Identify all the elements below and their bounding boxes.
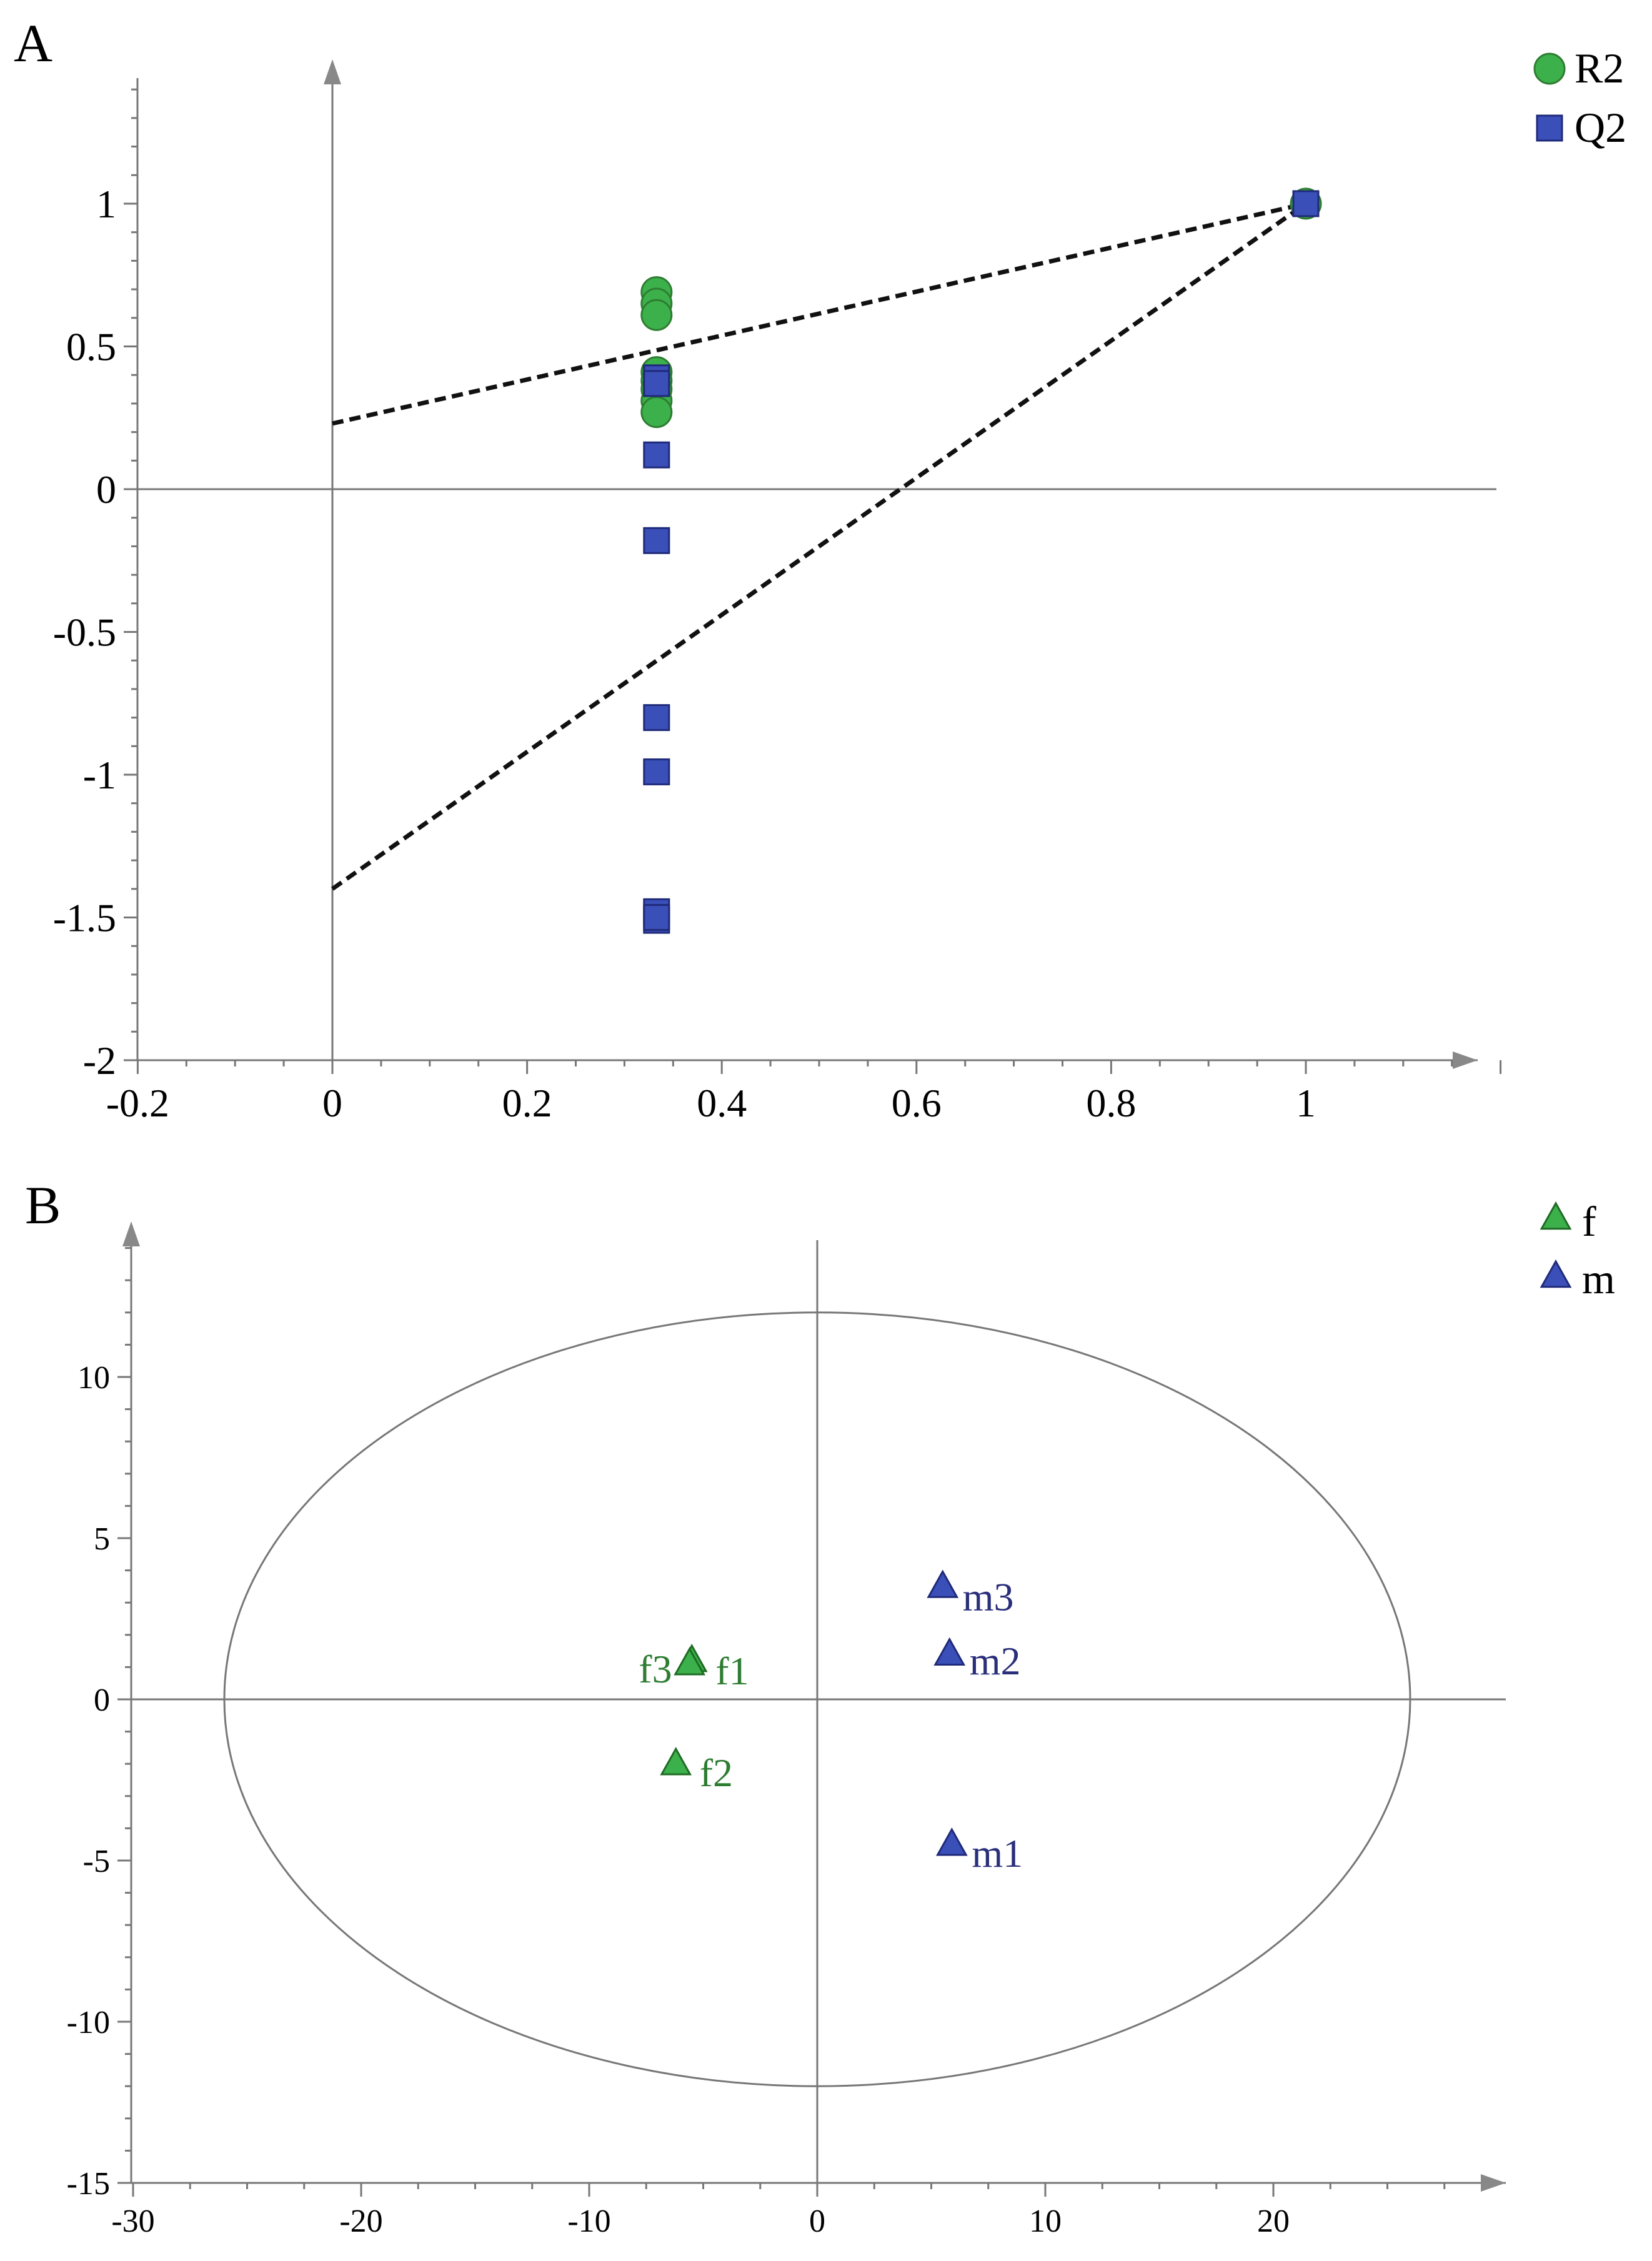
chart-b: -15 -10 -5 0 5 10 -30 -20 -10 0 10 20 f1 f3 f2 m3 m2 m1 fm [67, 1198, 1615, 2239]
y-tick-label-b: -5 [83, 1844, 110, 1879]
legend-label-f: f [1582, 1198, 1596, 1245]
q2-point [643, 758, 670, 785]
y-tick-label-b: -15 [67, 2166, 110, 2202]
chart-a: -2 -1.5 -1 -0.5 0 0.5 1 -0.2 0 0.2 0.4 0.6 0.8 1 R2 Q2 [53, 44, 1626, 1125]
regression-line-a [332, 201, 1306, 426]
x-tick-label-a: 0 [322, 1081, 342, 1125]
x-tick-label-a: -0.2 [106, 1081, 169, 1125]
legend-label-q2: Q2 [1575, 104, 1626, 151]
y-axis-arrow-b [122, 1221, 140, 1246]
point-m2 [933, 1637, 966, 1666]
y-tick-label-b: -10 [67, 2005, 110, 2040]
y-axis-arrow-a [324, 59, 341, 84]
x-tick-label-b: 20 [1257, 2204, 1290, 2239]
point-m1 [935, 1827, 968, 1856]
r2-point [640, 299, 673, 331]
q2-point [1292, 190, 1320, 217]
x-tick-label-b: -20 [339, 2204, 382, 2239]
point-label-m1: m1 [972, 1831, 1023, 1876]
q2-point [643, 370, 670, 397]
legend-marker-f [1540, 1201, 1572, 1230]
x-tick-label-a: 1 [1296, 1081, 1316, 1125]
x-tick-label-a: 0.6 [892, 1081, 942, 1125]
y-tick-label-a: -2 [83, 1038, 116, 1083]
y-tick-label-a: 1 [96, 182, 116, 226]
x-tick-label-b: -30 [111, 2204, 154, 2239]
point-f2 [660, 1747, 692, 1776]
y-tick-label-a: -0.5 [53, 610, 116, 655]
q2-point [643, 904, 670, 931]
y-tick-label-a: -1 [83, 753, 116, 797]
panel-letter-a: A [14, 13, 52, 73]
q2-point [643, 441, 670, 469]
point-label-m2: m2 [970, 1639, 1021, 1683]
x-tick-label-b: 10 [1029, 2204, 1062, 2239]
y-tick-label-a: 0 [96, 467, 116, 512]
x-tick-label-a: 0.2 [502, 1081, 552, 1125]
point-f3 [674, 1647, 705, 1676]
point-label-f1: f1 [715, 1649, 749, 1693]
q2-point [643, 704, 670, 732]
legend-label-r2: R2 [1575, 44, 1624, 92]
x-tick-label-b: -10 [567, 2204, 610, 2239]
legend-marker-m [1540, 1259, 1572, 1288]
x-axis-arrow-a [1453, 1051, 1478, 1069]
legend-marker-r2 [1533, 52, 1566, 85]
legend-label-m: m [1582, 1255, 1615, 1303]
point-label-f2: f2 [700, 1751, 733, 1795]
y-tick-label-a: -1.5 [53, 896, 116, 940]
point-label-m3: m3 [963, 1574, 1014, 1619]
y-tick-label-b: 5 [94, 1521, 110, 1557]
y-tick-label-b: 10 [77, 1360, 110, 1396]
point-label-f3: f3 [639, 1647, 672, 1691]
y-tick-label-a: 0.5 [66, 325, 116, 369]
x-tick-label-b: 0 [809, 2204, 825, 2239]
y-tick-label-b: 0 [94, 1682, 110, 1718]
panel-letter-b: B [25, 1175, 61, 1235]
r2-point [640, 396, 673, 429]
x-tick-label-a: 0.4 [697, 1081, 747, 1125]
x-axis-arrow-b [1481, 2174, 1506, 2192]
point-m3 [927, 1569, 959, 1598]
legend-marker-q2 [1536, 114, 1563, 142]
q2-point [643, 527, 670, 554]
x-tick-label-a: 0.8 [1086, 1081, 1136, 1125]
regression-line-a [331, 202, 1308, 891]
